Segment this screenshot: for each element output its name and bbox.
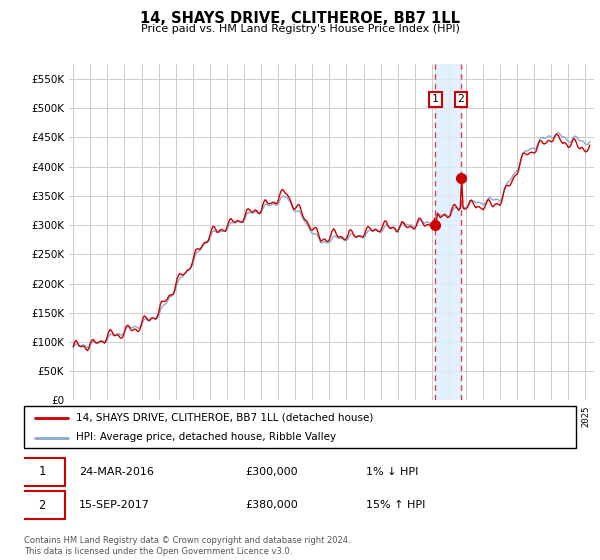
Text: 15% ↑ HPI: 15% ↑ HPI xyxy=(366,501,425,510)
Text: 2: 2 xyxy=(458,95,464,105)
Text: Contains HM Land Registry data © Crown copyright and database right 2024.
This d: Contains HM Land Registry data © Crown c… xyxy=(24,536,350,556)
Text: 1% ↓ HPI: 1% ↓ HPI xyxy=(366,467,419,477)
Text: £380,000: £380,000 xyxy=(245,501,298,510)
Text: £300,000: £300,000 xyxy=(245,467,298,477)
Text: 14, SHAYS DRIVE, CLITHEROE, BB7 1LL (detached house): 14, SHAYS DRIVE, CLITHEROE, BB7 1LL (det… xyxy=(76,413,374,423)
FancyBboxPatch shape xyxy=(19,492,65,520)
Text: Price paid vs. HM Land Registry's House Price Index (HPI): Price paid vs. HM Land Registry's House … xyxy=(140,24,460,34)
Text: 1: 1 xyxy=(432,95,439,105)
Text: 14, SHAYS DRIVE, CLITHEROE, BB7 1LL: 14, SHAYS DRIVE, CLITHEROE, BB7 1LL xyxy=(140,11,460,26)
Text: 15-SEP-2017: 15-SEP-2017 xyxy=(79,501,150,510)
Text: 24-MAR-2016: 24-MAR-2016 xyxy=(79,467,154,477)
Text: HPI: Average price, detached house, Ribble Valley: HPI: Average price, detached house, Ribb… xyxy=(76,432,337,442)
Text: 2: 2 xyxy=(38,499,46,512)
Text: 1: 1 xyxy=(38,465,46,478)
FancyBboxPatch shape xyxy=(24,406,576,448)
Bar xyxy=(436,64,461,400)
FancyBboxPatch shape xyxy=(19,458,65,486)
